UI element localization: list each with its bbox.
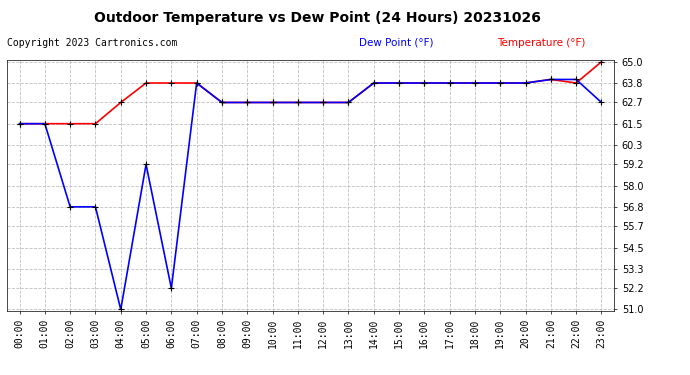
Text: Dew Point (°F): Dew Point (°F) <box>359 38 433 48</box>
Text: Outdoor Temperature vs Dew Point (24 Hours) 20231026: Outdoor Temperature vs Dew Point (24 Hou… <box>94 11 541 25</box>
Text: Temperature (°F): Temperature (°F) <box>497 38 585 48</box>
Text: Copyright 2023 Cartronics.com: Copyright 2023 Cartronics.com <box>7 38 177 48</box>
